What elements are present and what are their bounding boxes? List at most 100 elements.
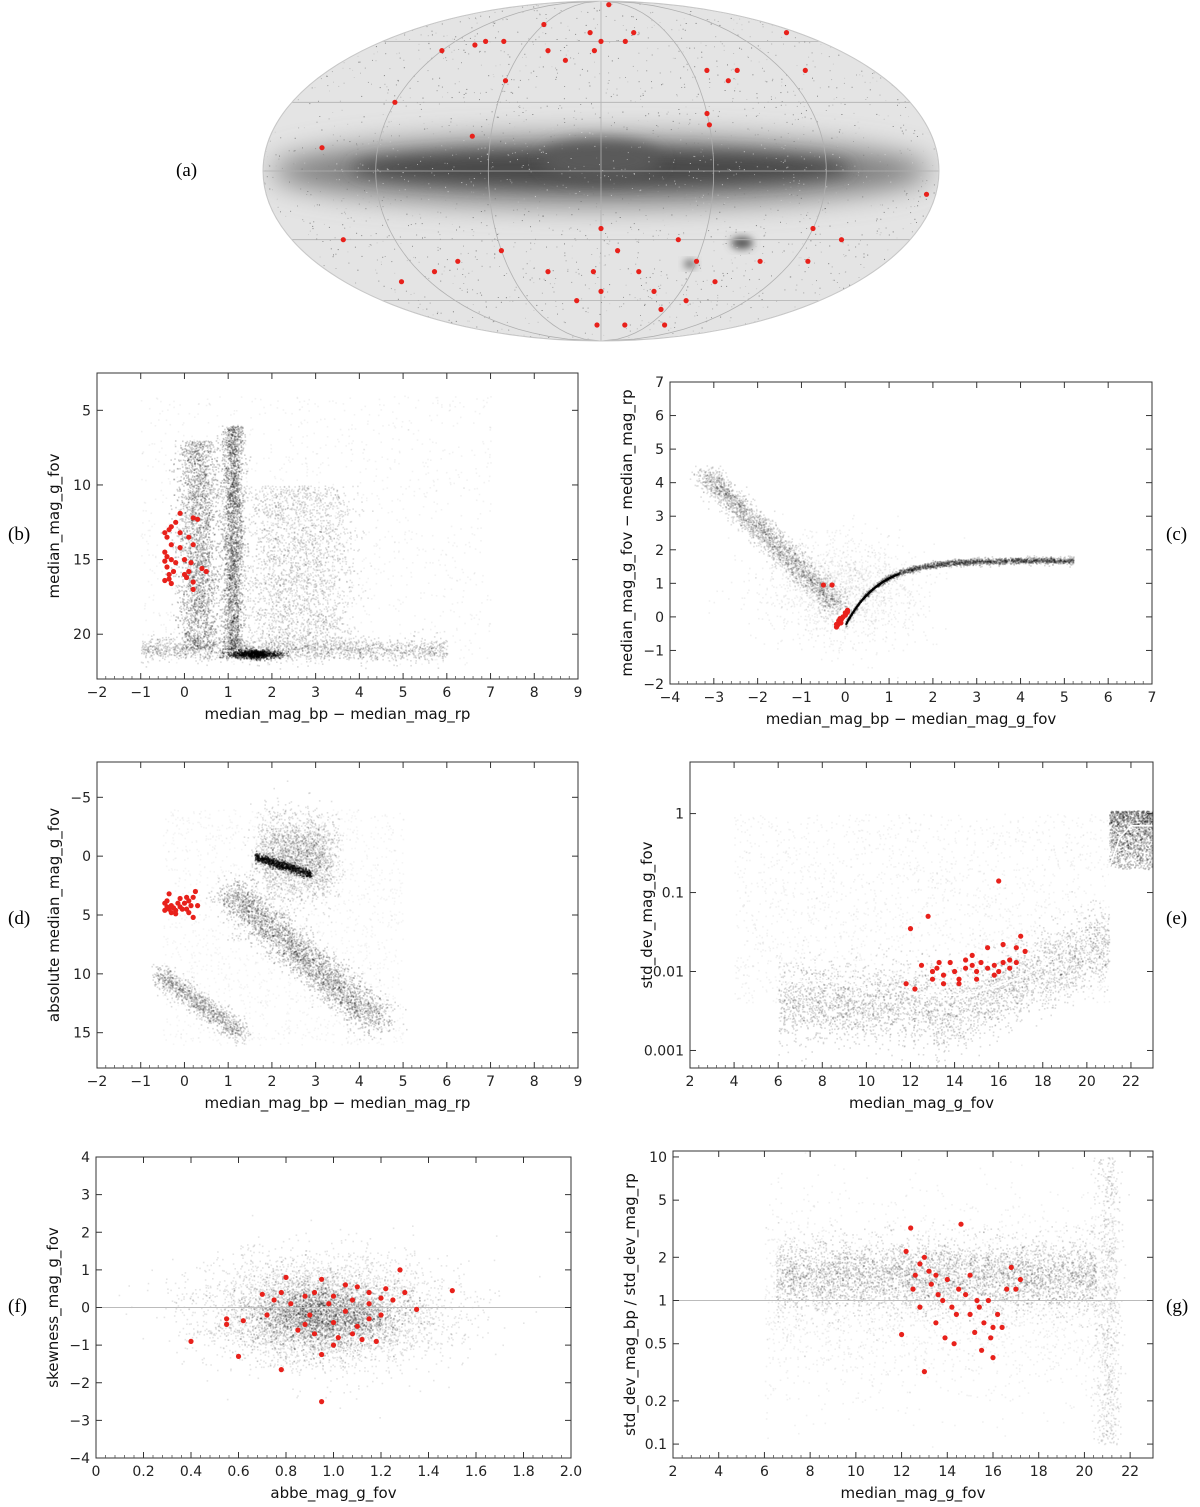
sky-highlight-point xyxy=(439,48,445,54)
sky-highlight-point xyxy=(598,288,604,294)
x-tick-label: 3 xyxy=(972,690,981,706)
highlight-point xyxy=(190,515,196,521)
highlight-point xyxy=(963,957,969,963)
sky-highlight-point xyxy=(725,78,731,84)
highlight-point xyxy=(969,952,975,959)
plot-area xyxy=(673,1151,1153,1458)
highlight-point xyxy=(908,1225,914,1231)
highlight-point xyxy=(199,565,205,572)
highlight-point xyxy=(186,534,192,540)
x-tick-label: 4 xyxy=(730,1074,739,1090)
y-tick-label: 4 xyxy=(81,1150,90,1166)
highlight-point xyxy=(940,1297,946,1304)
highlight-point xyxy=(921,1254,928,1260)
highlight-point xyxy=(164,898,170,904)
highlight-point xyxy=(349,1331,356,1337)
y-tick-label: 1 xyxy=(655,576,664,592)
x-axis-label: median_mag_g_fov xyxy=(849,1094,994,1113)
sky-highlight-point xyxy=(706,122,713,128)
x-tick-label: 5 xyxy=(399,1074,408,1090)
x-tick-label: 6 xyxy=(442,1074,451,1090)
panel-label-c: (c) xyxy=(1166,524,1187,545)
sky-highlight-point xyxy=(923,191,930,197)
highlight-point xyxy=(926,1268,932,1274)
y-tick-label: 15 xyxy=(73,553,91,569)
highlight-points xyxy=(162,510,209,593)
highlight-point xyxy=(164,564,170,570)
x-tick-label: 8 xyxy=(530,1074,539,1090)
highlight-point xyxy=(933,1272,939,1278)
sky-highlight-point xyxy=(398,279,405,285)
highlight-point xyxy=(168,542,174,548)
highlight-point xyxy=(397,1267,403,1273)
highlight-point xyxy=(929,968,936,975)
highlight-point xyxy=(963,1292,969,1298)
highlight-point xyxy=(985,945,991,951)
highlight-point xyxy=(259,1291,265,1297)
x-tick-label: 16 xyxy=(990,1074,1008,1090)
highlight-point xyxy=(162,558,168,564)
y-tick-label: 5 xyxy=(658,1193,667,1209)
highlight-points xyxy=(820,582,851,630)
y-tick-label: −5 xyxy=(70,790,91,806)
panel-label-f: (f) xyxy=(8,1296,27,1317)
panel-a: (a) xyxy=(176,0,940,342)
x-tick-label: 1 xyxy=(885,690,894,706)
x-tick-label: 7 xyxy=(1148,690,1157,706)
highlight-point xyxy=(188,1338,194,1344)
highlight-point xyxy=(829,582,835,588)
x-tick-label: −4 xyxy=(660,690,681,706)
x-tick-label: 14 xyxy=(938,1464,956,1480)
highlight-point xyxy=(990,1324,996,1330)
highlight-point xyxy=(963,965,969,971)
y-tick-label: 10 xyxy=(73,967,91,983)
highlight-point xyxy=(168,910,174,916)
highlight-point xyxy=(996,968,1002,975)
highlight-point xyxy=(173,911,179,917)
plot-area xyxy=(690,762,1153,1068)
sky-highlight-point xyxy=(498,248,504,254)
y-axis: 5 10 15 20 xyxy=(73,403,578,643)
highlight-point xyxy=(974,968,980,975)
sky-highlight-point xyxy=(455,258,461,264)
density-cloud xyxy=(689,465,1075,683)
highlight-point xyxy=(326,1301,332,1307)
highlight-point xyxy=(956,976,962,982)
x-tick-label: 10 xyxy=(847,1464,865,1480)
highlight-point xyxy=(302,1293,308,1299)
y-tick-label: 5 xyxy=(82,908,91,924)
x-tick-label: 4 xyxy=(355,685,364,701)
sky-highlight-point xyxy=(838,237,845,243)
highlight-point xyxy=(319,1276,325,1282)
x-axis-label: median_mag_g_fov xyxy=(841,1484,986,1503)
highlight-point xyxy=(177,895,183,902)
highlight-point xyxy=(414,1306,420,1312)
y-tick-label: 2 xyxy=(658,1250,667,1266)
highlight-point xyxy=(188,560,194,566)
large-magellanic-cloud xyxy=(731,237,753,249)
x-tick-label: 0 xyxy=(180,685,189,701)
sky-highlight-point xyxy=(683,298,689,304)
highlight-point xyxy=(820,582,827,588)
highlight-point xyxy=(354,1323,360,1329)
x-tick-label: −1 xyxy=(130,685,151,701)
x-tick-label: 14 xyxy=(946,1074,964,1090)
sky-highlight-point xyxy=(340,237,346,243)
x-tick-label: −3 xyxy=(703,690,724,706)
x-tick-label: 2 xyxy=(267,685,276,701)
highlight-point xyxy=(177,545,183,551)
y-axis-label: median_mag_g_fov − median_mag_rp xyxy=(618,389,637,676)
highlight-point xyxy=(166,891,172,897)
x-tick-label: 1.2 xyxy=(370,1464,392,1480)
x-tick-label: 5 xyxy=(1060,690,1069,706)
x-tick-label: 8 xyxy=(530,685,539,701)
y-tick-label: 2 xyxy=(655,543,664,559)
highlight-point xyxy=(991,972,997,978)
y-axis: 0.001 0.01 0.1 1 xyxy=(644,807,1153,1059)
highlight-point xyxy=(181,900,188,906)
x-tick-label: 10 xyxy=(857,1074,875,1090)
plot-frame xyxy=(672,1150,1154,1459)
y-axis-label: std_dev_mag_g_fov xyxy=(638,841,657,988)
y-axis: −2 −1 0 1 2 3 4 5 6 7 xyxy=(643,375,1152,693)
x-tick-label: 0 xyxy=(841,690,850,706)
